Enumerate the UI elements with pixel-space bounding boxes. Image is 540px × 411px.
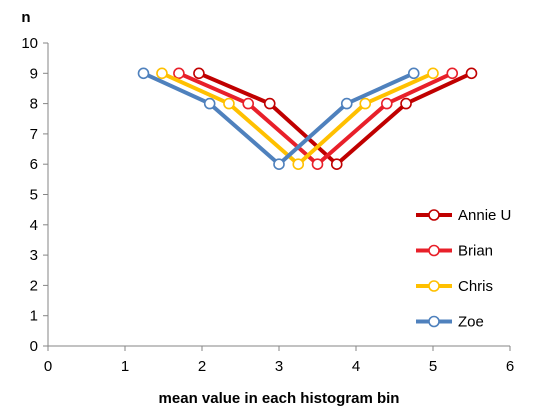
y-tick-label: 8	[30, 96, 38, 113]
y-tick-label: 1	[30, 308, 38, 325]
legend-item-annie-u: Annie U	[416, 207, 511, 224]
legend-item-brian: Brian	[416, 243, 493, 260]
legend-swatch-marker	[428, 315, 440, 328]
x-tick-label: 5	[429, 358, 437, 375]
legend-label: Chris	[458, 278, 493, 295]
series-chris	[156, 67, 439, 170]
legend-swatch-marker	[428, 244, 440, 257]
axes: 0 1 2 3 4 5 6 7 8 9 10 0 1 2 3 4 5 6	[21, 35, 514, 375]
x-axis-title: mean value in each histogram bin	[159, 390, 400, 407]
data-point-chris	[427, 67, 439, 80]
series-annie-u	[193, 67, 478, 170]
y-tick-label: 7	[30, 126, 38, 143]
data-point-chris	[359, 97, 372, 110]
x-tick-label: 0	[44, 358, 52, 375]
data-point-chris	[292, 158, 305, 170]
y-tick-label: 6	[30, 156, 38, 173]
data-point-zoe	[407, 67, 420, 80]
x-tick-label: 2	[198, 358, 206, 375]
data-point-annie-u	[400, 97, 412, 110]
data-point-annie-u	[263, 97, 276, 110]
data-point-chris	[156, 67, 168, 80]
series-line-chris	[161, 71, 434, 167]
data-point-zoe	[137, 67, 150, 80]
legend-swatch-marker	[428, 209, 440, 221]
y-axis-title: n	[21, 9, 30, 26]
data-point-annie-u	[465, 67, 478, 80]
y-tick-label: 5	[30, 187, 38, 204]
series-brian	[173, 67, 459, 170]
legend-item-chris: Chris	[416, 278, 493, 295]
x-tick-label: 3	[275, 358, 283, 375]
series-line-zoe	[142, 71, 415, 167]
data-point-chris	[223, 97, 235, 110]
x-tick-label: 1	[121, 358, 129, 375]
data-point-zoe	[340, 97, 353, 110]
y-tick-label: 4	[30, 217, 38, 234]
series-zoe	[137, 67, 420, 170]
legend-label: Annie U	[458, 207, 511, 224]
legend-label: Zoe	[458, 314, 484, 331]
x-tick-label: 6	[506, 358, 514, 375]
y-tick-label: 0	[30, 338, 38, 355]
y-tick-label: 10	[21, 35, 38, 52]
series-layer	[137, 67, 478, 170]
y-tick-label: 9	[30, 65, 38, 82]
legend-item-zoe: Zoe	[416, 314, 484, 331]
data-point-zoe	[273, 158, 285, 170]
data-point-brian	[446, 67, 459, 80]
y-tick-label: 3	[30, 247, 38, 264]
y-tick-label: 2	[30, 277, 38, 294]
data-point-brian	[242, 97, 254, 110]
data-point-brian	[380, 97, 393, 110]
data-point-annie-u	[193, 67, 205, 80]
legend-label: Brian	[458, 243, 493, 260]
data-point-brian	[173, 67, 185, 80]
data-point-annie-u	[330, 158, 343, 170]
data-point-brian	[311, 158, 324, 170]
legend: Annie U Brian Chris Zoe	[416, 207, 511, 331]
data-point-zoe	[203, 97, 216, 110]
legend-swatch-marker	[428, 280, 440, 292]
x-tick-label: 4	[352, 358, 360, 375]
